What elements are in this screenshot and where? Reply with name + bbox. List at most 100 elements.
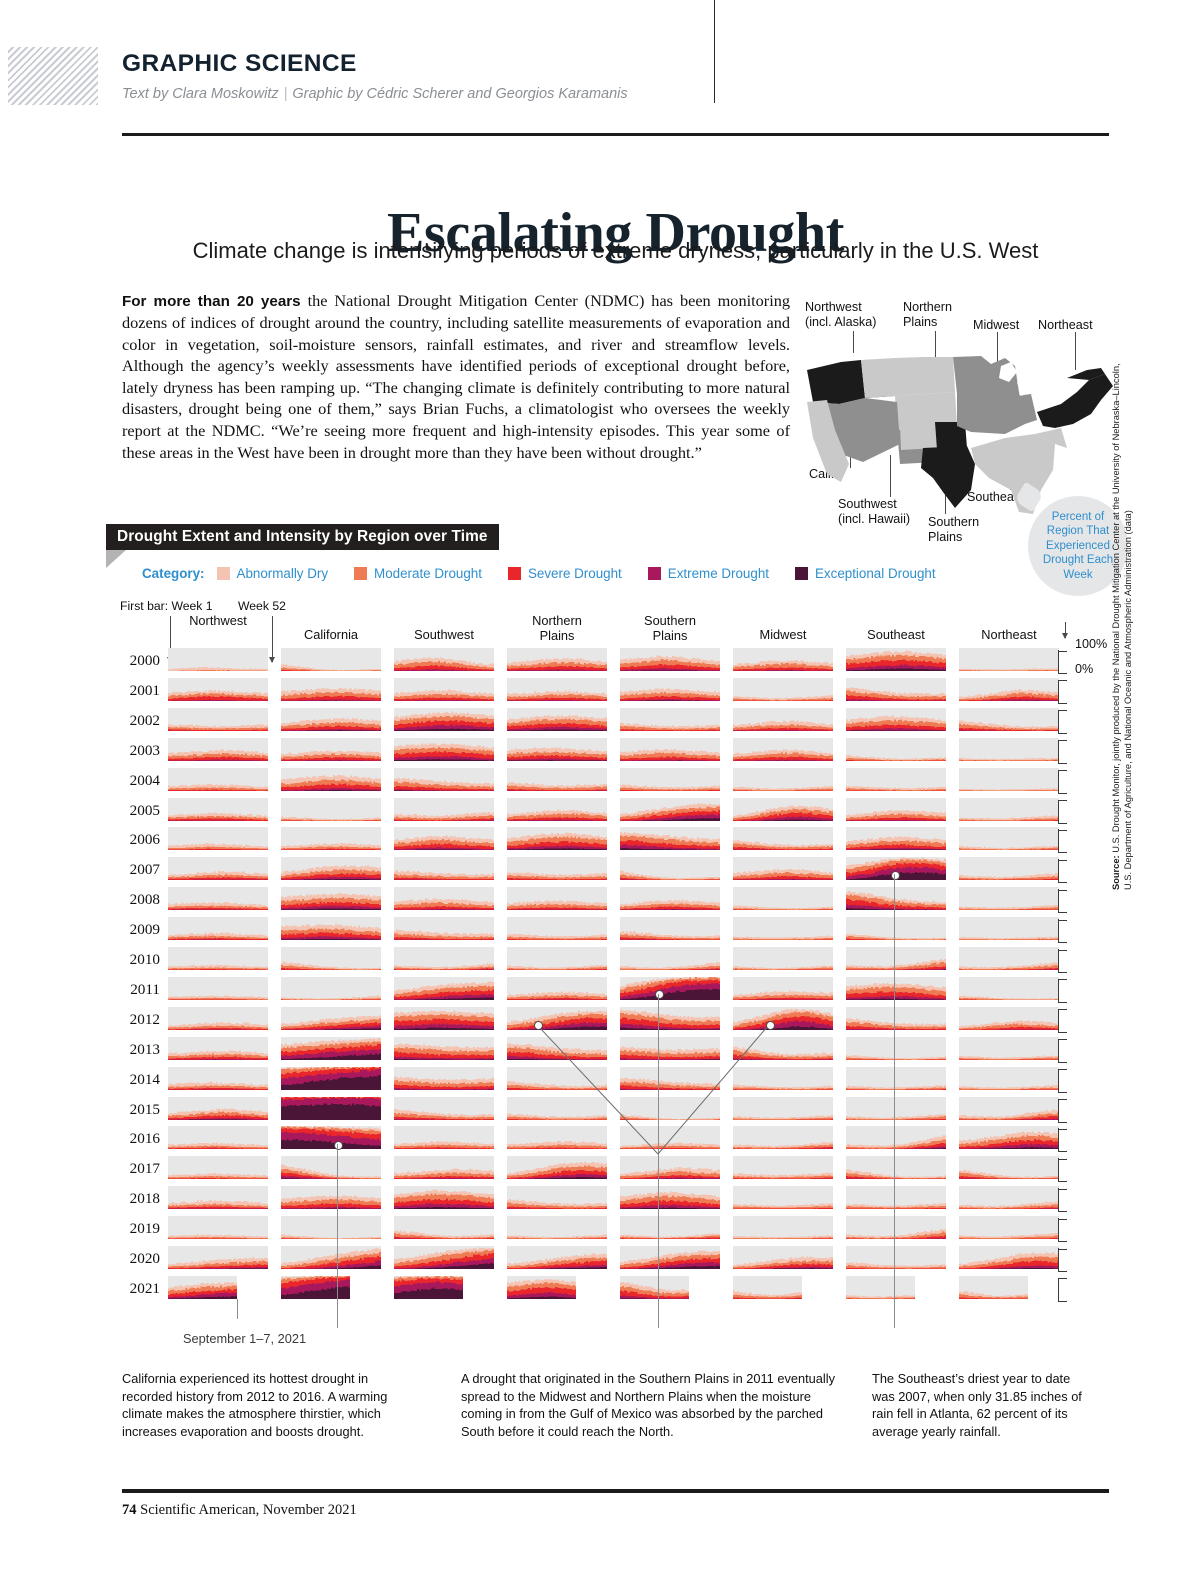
panel-northern-plains-2020[interactable] [507,1246,607,1269]
panel-california-2006[interactable] [281,827,381,851]
panel-midwest-2005[interactable] [733,797,833,821]
panel-southern-plains-2020[interactable] [620,1246,720,1269]
panel-midwest-2006[interactable] [733,827,833,851]
panel-southeast-2000[interactable] [846,648,946,671]
panel-southern-plains-2005[interactable] [620,797,720,821]
panel-southwest-2001[interactable] [394,677,494,701]
panel-southern-plains-2004[interactable] [620,767,720,791]
panel-midwest-2004[interactable] [733,767,833,791]
panel-california-2002[interactable] [281,707,381,731]
panel-northwest-2007[interactable] [168,857,268,881]
panel-southwest-2011[interactable] [394,976,494,1000]
panel-northern-plains-2001[interactable] [507,677,607,701]
panel-california-2014[interactable] [281,1066,381,1090]
panel-southeast-2006[interactable] [846,827,946,851]
panel-midwest-2010[interactable] [733,947,833,970]
panel-midwest-2003[interactable] [733,737,833,761]
panel-midwest-2014[interactable] [733,1066,833,1090]
panel-california-2021[interactable] [281,1275,351,1299]
legend-item-moderate-drought[interactable]: Moderate Drought [354,566,482,581]
panel-midwest-2019[interactable] [733,1216,833,1240]
panel-california-2018[interactable] [281,1186,381,1210]
panel-northwest-2000[interactable] [168,648,268,671]
panel-southeast-2005[interactable] [846,797,946,821]
panel-northeast-2013[interactable] [959,1036,1059,1060]
panel-northern-plains-2002[interactable] [507,707,607,731]
panel-northeast-2021[interactable] [959,1275,1029,1299]
panel-southeast-2002[interactable] [846,707,946,731]
panel-southern-plains-2010[interactable] [620,947,720,970]
panel-northeast-2000[interactable] [959,648,1059,671]
panel-midwest-2016[interactable] [733,1126,833,1150]
panel-midwest-2018[interactable] [733,1186,833,1210]
panel-southeast-2017[interactable] [846,1156,946,1180]
panel-southeast-2008[interactable] [846,887,946,911]
panel-northern-plains-2004[interactable] [507,767,607,791]
panel-southwest-2020[interactable] [394,1246,494,1269]
panel-northwest-2008[interactable] [168,887,268,911]
panel-midwest-2007[interactable] [733,857,833,881]
panel-midwest-2000[interactable] [733,648,833,671]
panel-southern-plains-2019[interactable] [620,1216,720,1240]
panel-california-2016[interactable] [281,1126,381,1150]
panel-california-2010[interactable] [281,947,381,970]
panel-midwest-2008[interactable] [733,887,833,911]
panel-southeast-2013[interactable] [846,1036,946,1060]
panel-southeast-2011[interactable] [846,976,946,1000]
panel-california-2011[interactable] [281,976,381,1000]
panel-california-2019[interactable] [281,1216,381,1240]
panel-southern-plains-2012[interactable] [620,1006,720,1030]
panel-california-2003[interactable] [281,737,381,761]
panel-northeast-2017[interactable] [959,1156,1059,1180]
panel-northern-plains-2021[interactable] [507,1275,577,1299]
legend-item-exceptional-drought[interactable]: Exceptional Drought [795,566,936,581]
panel-northern-plains-2013[interactable] [507,1036,607,1060]
panel-southwest-2000[interactable] [394,648,494,671]
panel-northern-plains-2005[interactable] [507,797,607,821]
panel-northeast-2007[interactable] [959,857,1059,881]
panel-northern-plains-2010[interactable] [507,947,607,970]
panel-california-2004[interactable] [281,767,381,791]
panel-southwest-2018[interactable] [394,1186,494,1210]
panel-midwest-2012[interactable] [733,1006,833,1030]
panel-northeast-2011[interactable] [959,976,1059,1000]
panel-southwest-2016[interactable] [394,1126,494,1150]
panel-southwest-2017[interactable] [394,1156,494,1180]
panel-northwest-2018[interactable] [168,1186,268,1210]
panel-northeast-2002[interactable] [959,707,1059,731]
panel-northeast-2019[interactable] [959,1216,1059,1240]
panel-southwest-2014[interactable] [394,1066,494,1090]
panel-northern-plains-2003[interactable] [507,737,607,761]
panel-southwest-2004[interactable] [394,767,494,791]
panel-northwest-2021[interactable] [168,1275,238,1299]
panel-northern-plains-2000[interactable] [507,648,607,671]
legend-item-abnormally-dry[interactable]: Abnormally Dry [216,566,328,581]
panel-southwest-2021[interactable] [394,1275,464,1299]
panel-southeast-2004[interactable] [846,767,946,791]
panel-southeast-2001[interactable] [846,677,946,701]
panel-northern-plains-2009[interactable] [507,917,607,941]
panel-northeast-2001[interactable] [959,677,1059,701]
panel-southwest-2009[interactable] [394,917,494,941]
panel-northwest-2002[interactable] [168,707,268,731]
legend-item-severe-drought[interactable]: Severe Drought [507,566,622,581]
panel-midwest-2009[interactable] [733,917,833,941]
panel-southern-plains-2008[interactable] [620,887,720,911]
panel-california-2008[interactable] [281,887,381,911]
panel-northwest-2004[interactable] [168,767,268,791]
panel-southern-plains-2021[interactable] [620,1275,690,1299]
panel-midwest-2015[interactable] [733,1096,833,1120]
panel-midwest-2011[interactable] [733,976,833,1000]
panel-midwest-2020[interactable] [733,1246,833,1269]
panel-southeast-2012[interactable] [846,1006,946,1030]
panel-california-2000[interactable] [281,648,381,671]
panel-southwest-2003[interactable] [394,737,494,761]
panel-california-2001[interactable] [281,677,381,701]
panel-california-2013[interactable] [281,1036,381,1060]
panel-southern-plains-2000[interactable] [620,648,720,671]
panel-southeast-2018[interactable] [846,1186,946,1210]
panel-northwest-2014[interactable] [168,1066,268,1090]
panel-southern-plains-2007[interactable] [620,857,720,881]
panel-southeast-2014[interactable] [846,1066,946,1090]
panel-southwest-2005[interactable] [394,797,494,821]
